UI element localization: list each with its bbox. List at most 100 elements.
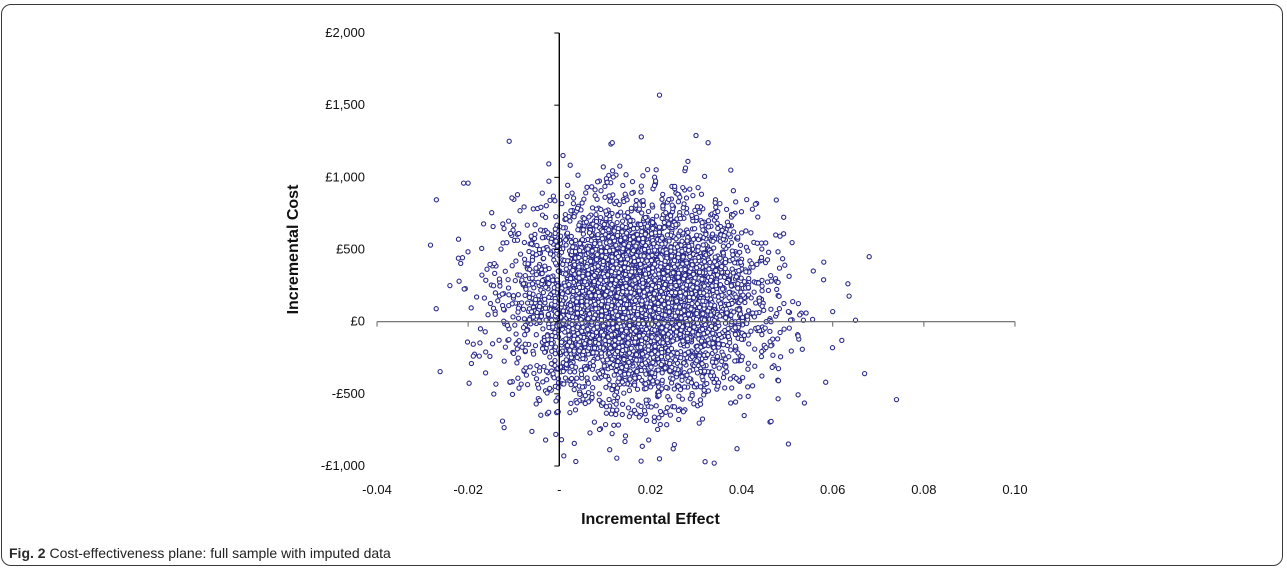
data-point [789,239,795,246]
data-point [535,279,541,285]
data-point [611,422,617,428]
data-point [640,280,646,286]
data-point [579,298,585,305]
data-point [666,221,672,227]
data-point [576,284,583,291]
data-point [633,357,639,363]
data-point [522,348,529,354]
data-point [686,294,693,300]
data-point [571,262,578,268]
data-point [611,372,617,378]
data-point [482,370,489,376]
data-point [655,336,661,342]
data-point [711,245,717,251]
data-point [768,418,774,425]
data-point [707,259,713,266]
data-point [500,221,506,227]
data-point [568,400,574,407]
data-point [569,190,575,196]
data-point [483,277,489,283]
data-point [539,190,545,196]
data-point [592,240,598,247]
data-point [630,234,637,240]
data-point [571,440,577,447]
data-point [632,339,638,345]
data-point [455,255,462,261]
data-point [696,209,702,215]
data-point [614,232,621,239]
data-point [674,350,680,357]
data-point [625,265,631,272]
data-point [613,367,619,374]
data-point [691,324,697,330]
data-point [625,340,631,346]
data-point [574,400,580,406]
data-point [795,392,801,398]
data-point [680,205,686,211]
data-point [692,258,698,264]
data-point [701,387,707,393]
data-point [659,377,665,383]
data-point [529,275,535,281]
data-point [568,375,575,382]
data-point [722,315,729,321]
data-point [501,225,507,232]
data-point [671,257,678,264]
data-point [712,200,718,206]
data-point [522,341,528,347]
data-point [600,258,606,265]
data-point [673,304,679,310]
data-point [732,260,738,266]
data-point [708,277,714,283]
data-point [658,354,665,360]
data-point [677,289,683,295]
data-point [719,227,725,233]
data-point [799,346,805,352]
data-point [515,309,521,315]
data-point [559,200,565,207]
data-point [512,277,518,284]
data-point [607,282,614,288]
data-point [572,248,579,255]
data-point [604,288,610,295]
data-point [665,300,672,306]
data-point [664,405,670,411]
data-point [532,342,539,349]
data-point [622,438,628,445]
data-point [712,325,719,331]
data-point [726,354,732,360]
data-point [678,242,684,248]
data-point [591,278,597,285]
data-point [552,198,558,204]
data-point [705,388,712,394]
data-point [712,348,718,354]
data-point [685,278,691,284]
data-point [759,348,765,355]
data-point [498,246,504,252]
data-point [564,230,571,236]
data-point [618,327,625,333]
data-point [724,279,730,286]
data-point [473,294,480,300]
data-point [563,242,569,248]
data-point [709,231,716,237]
data-point [739,354,745,360]
data-point [759,288,765,294]
data-point [639,298,645,304]
data-point [749,383,756,389]
data-point [713,267,719,274]
data-point [554,310,560,317]
data-point [670,338,676,344]
data-point [631,407,638,414]
data-point [648,257,655,264]
data-point [699,373,705,380]
data-point [575,330,581,337]
data-point [584,184,590,190]
data-point [795,300,802,307]
data-point [608,268,615,275]
data-point [526,248,532,255]
data-point [622,433,629,439]
data-point [656,392,662,398]
data-point [720,374,727,381]
data-point [581,348,587,355]
